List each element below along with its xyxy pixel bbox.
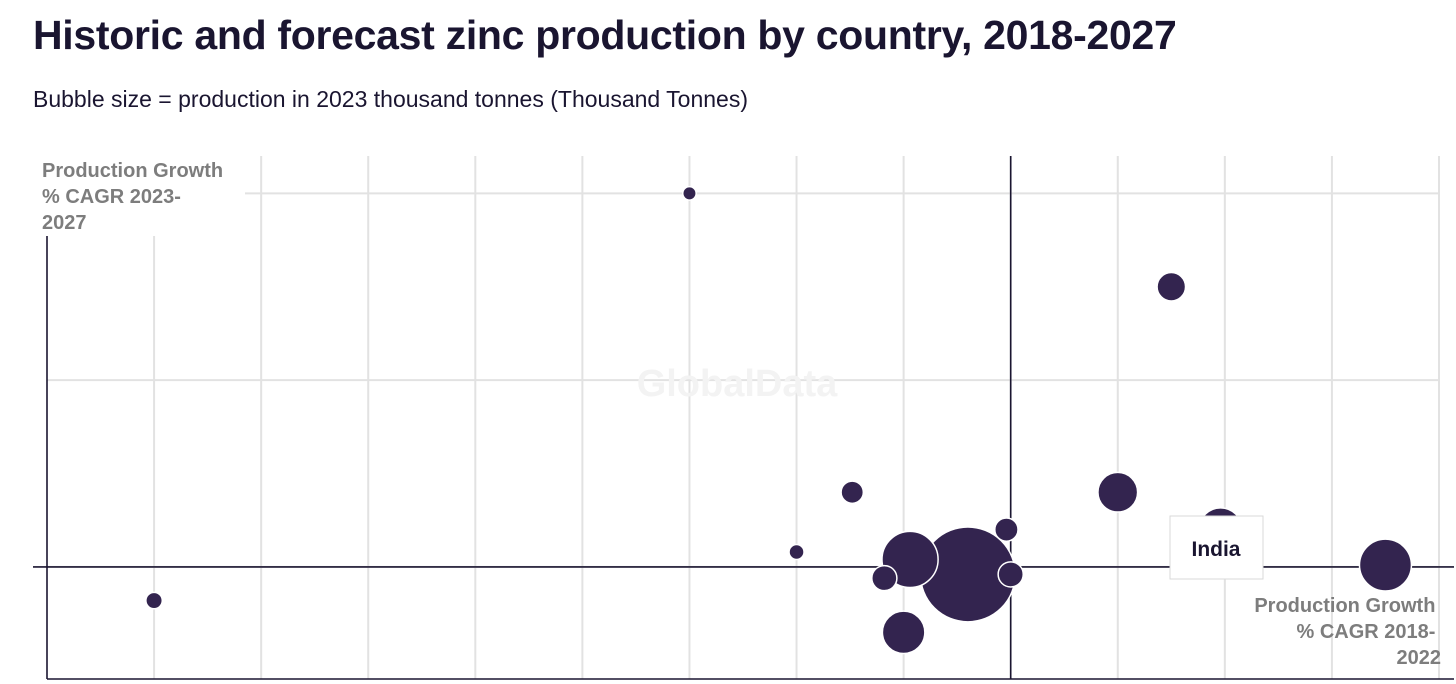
bubble-layer [145,185,1413,655]
tooltip-box [1169,515,1264,580]
bubble[interactable] [1156,271,1187,302]
y-axis-title-line-1: Production Growth [42,160,223,182]
watermark-text: GlobalData [637,363,838,405]
bubble[interactable] [145,591,164,610]
bubble[interactable] [994,517,1019,542]
tooltip-label: India [1191,538,1240,561]
bubble[interactable] [1358,538,1413,592]
grid-layer [47,156,1440,679]
y-axis-title-background [40,156,245,236]
y-axis-title-line-3: 2027 [42,212,87,234]
x-axis-title-line-2: % CAGR 2018- [1297,621,1436,643]
x-axis-title-line-1: Production Growth [1254,595,1435,617]
tooltip: India [1169,515,1264,580]
axes-layer [33,156,1454,680]
bubble[interactable] [682,185,697,201]
y-axis-title-line-2: % CAGR 2023- [42,186,181,208]
chart-title: Historic and forecast zinc production by… [33,12,1177,58]
bubble[interactable] [997,561,1024,588]
x-axis-title: Production Growth % CAGR 2018- 2022 [1254,595,1441,669]
bubble[interactable] [871,564,898,592]
bubble[interactable] [788,543,805,561]
bubble[interactable] [840,480,865,505]
label-layer: Production Growth % CAGR 2023- 2027 Prod… [40,156,1441,669]
bubble[interactable] [1097,471,1139,513]
x-axis-title-line-3: 2022 [1397,647,1442,669]
chart-subtitle: Bubble size = production in 2023 thousan… [33,86,748,112]
y-axis-title: Production Growth % CAGR 2023- 2027 [42,160,229,234]
bubble[interactable] [881,610,926,655]
